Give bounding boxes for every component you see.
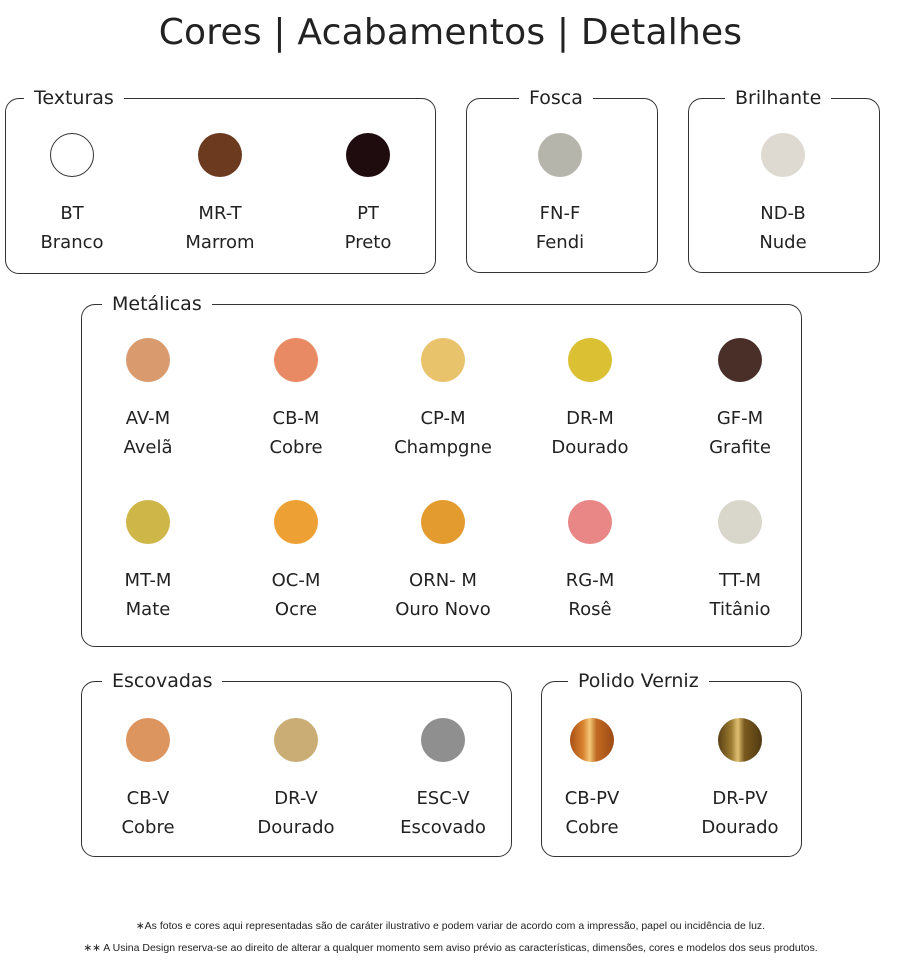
swatch-name: Preto (344, 232, 392, 253)
swatch-name: Grafite (709, 437, 771, 458)
swatch-item-av-m: AV-M Avelã (73, 338, 223, 462)
swatch-item-mr-t: MR-T Marrom (145, 133, 295, 257)
swatch-name: Ocre (274, 599, 318, 620)
color-swatch (126, 500, 170, 544)
swatch-name: Cobre (565, 817, 619, 838)
group-brilhante: Brilhante (688, 86, 880, 273)
color-swatch (274, 338, 318, 382)
swatch-item-orn-m: ORN- M Ouro Novo (368, 500, 518, 624)
color-swatch (50, 133, 94, 177)
color-swatch (421, 338, 465, 382)
color-swatch (346, 133, 390, 177)
swatch-code: OC-M (271, 570, 321, 591)
swatch-code: FN-F (539, 203, 581, 224)
color-swatch (568, 500, 612, 544)
group-escovadas: Escovadas (81, 669, 512, 857)
swatch-name: Marrom (185, 232, 255, 253)
swatch-item-rg-m: RG-M Rosê (515, 500, 665, 624)
group-polido-verniz: Polido Verniz (541, 669, 802, 857)
swatch-name: Fendi (535, 232, 585, 253)
swatch-item-nd-b: ND-B Nude (708, 133, 858, 257)
group-label: Texturas (24, 86, 124, 110)
swatch-code: DR-V (274, 788, 318, 809)
swatch-code: AV-M (125, 408, 171, 429)
color-swatch (274, 718, 318, 762)
swatch-item-mt-m: MT-M Mate (73, 500, 223, 624)
swatch-code: CB-PV (564, 788, 620, 809)
footnote-1: ∗As fotos e cores aqui representadas são… (135, 920, 766, 932)
swatch-name: Ouro Novo (395, 599, 491, 620)
color-swatch (718, 338, 762, 382)
swatch-code: TT-M (718, 570, 762, 591)
swatch-code: ND-B (760, 203, 806, 224)
swatch-item-pt: PT Preto (293, 133, 443, 257)
swatch-item-oc-m: OC-M Ocre (221, 500, 371, 624)
color-swatch (126, 338, 170, 382)
color-swatch (274, 500, 318, 544)
swatch-item-dr-m: DR-M Dourado (515, 338, 665, 462)
swatch-name: Cobre (269, 437, 323, 458)
swatch-name: Champgne (394, 437, 492, 458)
swatch-code: ORN- M (409, 570, 477, 591)
swatch-code: CP-M (420, 408, 466, 429)
color-swatch (761, 133, 805, 177)
page-title: Cores | Acabamentos | Detalhes (158, 12, 743, 53)
color-swatch (421, 500, 465, 544)
swatch-item-esc-v: ESC-V Escovado (368, 718, 518, 842)
swatch-code: GF-M (716, 408, 764, 429)
group-label: Polido Verniz (568, 669, 709, 693)
swatch-item-cb-v: CB-V Cobre (73, 718, 223, 842)
swatch-code: MT-M (124, 570, 172, 591)
swatch-code: CB-V (126, 788, 170, 809)
group-label: Fosca (519, 86, 593, 110)
swatch-name: Escovado (400, 817, 486, 838)
swatch-code: RG-M (565, 570, 615, 591)
swatch-name: Cobre (121, 817, 175, 838)
swatch-item-cb-m: CB-M Cobre (221, 338, 371, 462)
swatch-code: DR-M (566, 408, 614, 429)
swatch-name: Nude (759, 232, 807, 253)
swatch-item-gf-m: GF-M Grafite (665, 338, 815, 462)
group-fosca: Fosca (466, 86, 658, 273)
swatch-item-fn-f: FN-F Fendi (485, 133, 635, 257)
swatch-item-dr-v: DR-V Dourado (221, 718, 371, 842)
swatch-name: Rosê (568, 599, 612, 620)
swatch-item-tt-m: TT-M Titânio (665, 500, 815, 624)
group-metalicas: Metálicas (81, 292, 802, 647)
swatch-name: Branco (40, 232, 104, 253)
color-swatch (198, 133, 242, 177)
color-swatch (568, 338, 612, 382)
swatch-code: MR-T (198, 203, 242, 224)
swatch-name: Dourado (701, 817, 779, 838)
swatch-code: ESC-V (416, 788, 470, 809)
color-swatch (538, 133, 582, 177)
group-label: Metálicas (102, 292, 212, 316)
swatch-code: CB-M (272, 408, 320, 429)
swatch-name: Mate (125, 599, 171, 620)
color-swatch (718, 718, 762, 762)
swatch-item-dr-pv: DR-PV Dourado (665, 718, 815, 842)
color-swatch (570, 718, 614, 762)
footnote-2: ∗∗ A Usina Design reserva-se ao direito … (83, 942, 818, 954)
swatch-name: Avelã (123, 437, 173, 458)
color-swatch (126, 718, 170, 762)
group-label: Escovadas (102, 669, 223, 693)
swatch-name: Dourado (551, 437, 629, 458)
group-texturas: Texturas (5, 86, 436, 274)
swatch-name: Dourado (257, 817, 335, 838)
swatch-name: Titânio (709, 599, 771, 620)
swatch-item-cb-pv: CB-PV Cobre (517, 718, 667, 842)
color-swatch (421, 718, 465, 762)
swatch-code: BT (60, 203, 84, 224)
swatch-code: PT (357, 203, 379, 224)
swatch-item-cp-m: CP-M Champgne (368, 338, 518, 462)
swatch-code: DR-PV (712, 788, 768, 809)
color-swatch (718, 500, 762, 544)
swatch-item-bt: BT Branco (0, 133, 147, 257)
group-label: Brilhante (725, 86, 832, 110)
